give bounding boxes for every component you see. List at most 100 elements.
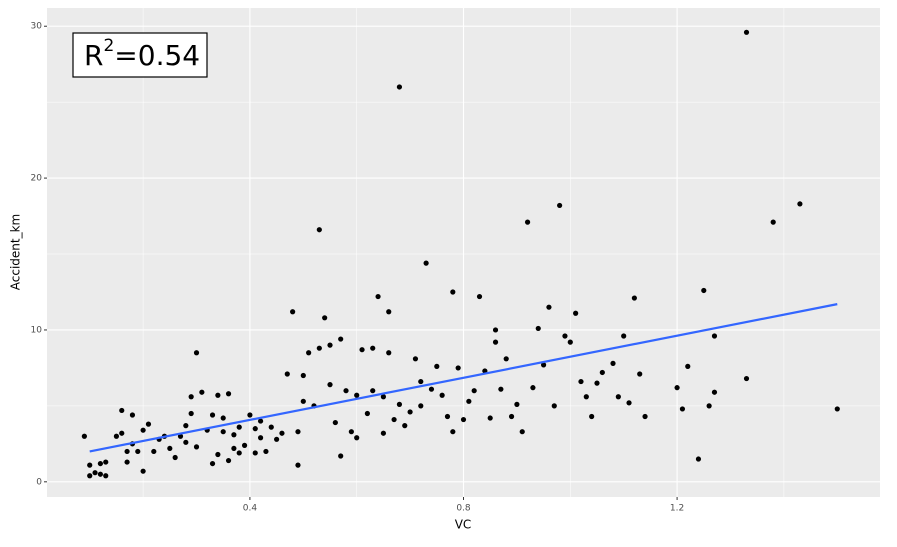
point <box>797 201 803 207</box>
point <box>113 433 120 439</box>
point <box>252 426 258 432</box>
point <box>343 388 349 394</box>
point <box>460 416 467 423</box>
point <box>711 389 718 395</box>
annotation-box <box>72 32 208 78</box>
point <box>701 287 707 294</box>
point <box>396 84 403 90</box>
point <box>322 315 328 321</box>
point <box>418 378 424 385</box>
point <box>220 415 226 421</box>
point <box>679 406 686 412</box>
point <box>642 413 648 420</box>
point <box>391 416 397 423</box>
point <box>562 333 568 339</box>
point <box>455 365 461 371</box>
point <box>834 406 840 412</box>
point <box>418 403 424 409</box>
point <box>354 392 360 398</box>
point <box>97 460 103 467</box>
point <box>567 339 573 345</box>
point <box>209 460 216 467</box>
point <box>274 436 280 442</box>
point <box>428 386 435 392</box>
point <box>354 435 360 441</box>
point <box>327 382 333 388</box>
point <box>145 421 152 427</box>
point <box>471 388 477 394</box>
point <box>257 418 264 424</box>
point <box>444 413 451 420</box>
point <box>498 386 504 392</box>
annotation-part: R <box>84 39 103 72</box>
point <box>87 462 93 468</box>
point <box>140 468 146 474</box>
annotation-sup: 2 <box>103 36 114 56</box>
point <box>685 363 691 369</box>
point <box>631 295 637 301</box>
point <box>81 433 87 439</box>
point <box>492 339 499 345</box>
point <box>231 432 237 438</box>
point <box>135 448 141 455</box>
annotation: R2=0.54 <box>84 36 200 72</box>
x-tick-label: 0.8 <box>456 504 471 514</box>
point <box>183 439 189 445</box>
point <box>503 356 509 362</box>
point <box>450 429 456 435</box>
point <box>540 362 547 368</box>
point <box>583 394 589 400</box>
y-tick-label: 30 <box>31 22 43 32</box>
point <box>546 304 552 310</box>
point <box>140 427 146 433</box>
point <box>770 219 776 225</box>
point <box>599 369 605 376</box>
point <box>514 401 520 407</box>
point <box>327 342 333 348</box>
point <box>209 412 216 418</box>
point <box>188 394 194 400</box>
point <box>626 400 632 406</box>
point <box>492 327 499 333</box>
point <box>370 345 376 351</box>
x-tick-label: 1.2 <box>670 504 684 514</box>
point <box>706 403 712 409</box>
point <box>247 412 253 418</box>
point <box>124 459 130 465</box>
point <box>236 450 242 456</box>
point <box>183 423 189 429</box>
point <box>300 372 306 379</box>
point <box>380 430 387 436</box>
point <box>508 413 515 420</box>
point <box>268 424 274 430</box>
point <box>530 385 536 391</box>
point <box>199 389 205 395</box>
point <box>225 457 232 464</box>
point <box>743 375 750 382</box>
point <box>295 429 301 435</box>
point <box>573 310 579 316</box>
point <box>402 423 408 429</box>
trend-line <box>89 303 838 453</box>
point <box>151 448 157 455</box>
point <box>188 410 194 417</box>
point <box>359 347 365 353</box>
point <box>300 398 306 404</box>
point <box>257 435 264 441</box>
y-axis-title: Accident_km <box>9 214 23 290</box>
point <box>466 398 472 404</box>
point <box>524 219 531 225</box>
point <box>167 445 173 452</box>
point <box>215 392 221 398</box>
point <box>225 391 232 397</box>
point <box>338 336 344 342</box>
point <box>263 448 269 455</box>
point <box>487 415 493 421</box>
point <box>386 309 392 315</box>
point <box>396 401 403 407</box>
point <box>407 409 413 415</box>
point <box>557 202 563 209</box>
point <box>193 350 200 356</box>
point <box>236 424 242 430</box>
y-tick-label: 20 <box>31 174 43 184</box>
